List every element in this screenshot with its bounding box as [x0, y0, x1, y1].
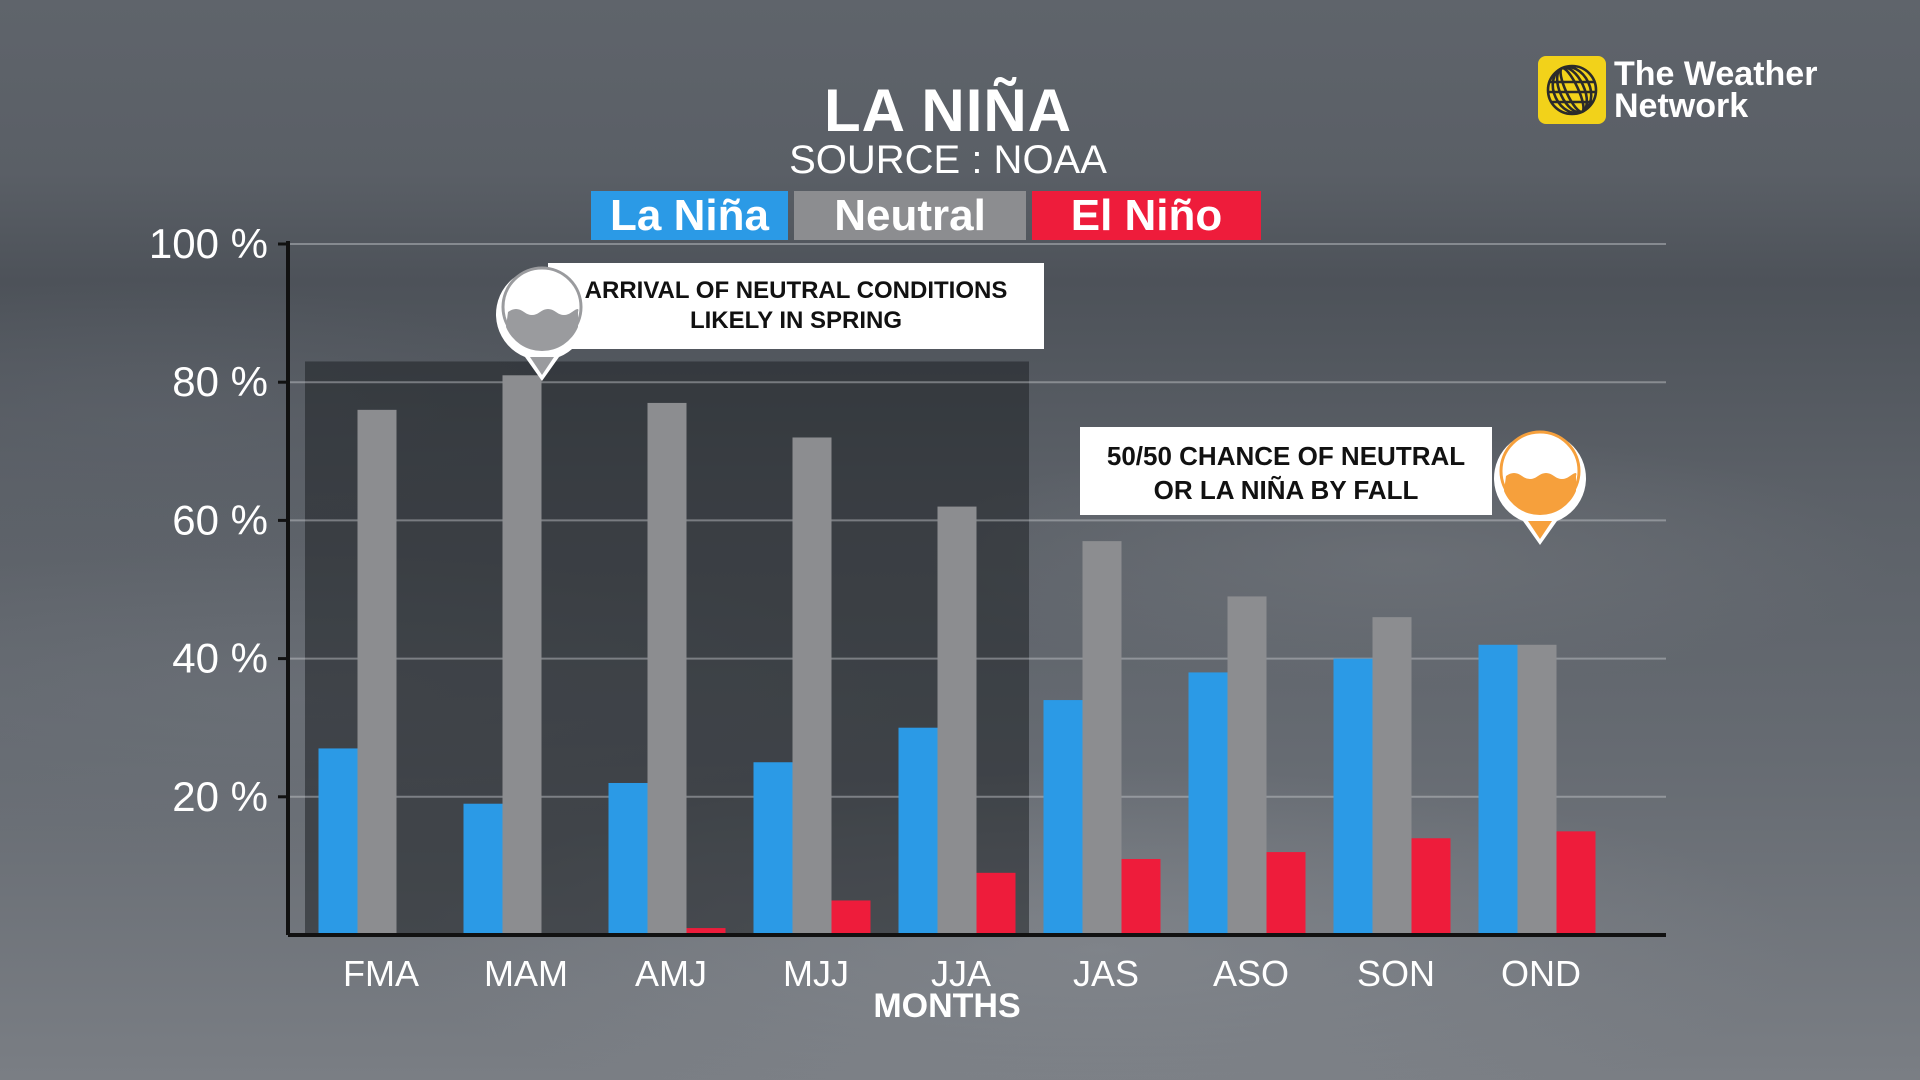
x-tick-label: OND [1501, 953, 1581, 994]
y-tick-label: 100 % [149, 220, 268, 267]
y-tick-label: 60 % [172, 496, 268, 543]
logo-line-1: The Weather [1614, 55, 1818, 93]
bar [318, 748, 358, 935]
bar [753, 762, 793, 935]
bar [1188, 672, 1228, 935]
bar [1121, 858, 1161, 935]
x-tick-label: JJA [931, 953, 991, 994]
bar [357, 409, 397, 936]
bar [1372, 617, 1412, 935]
water-level-icon [1494, 430, 1586, 545]
bar [1517, 644, 1557, 935]
bar [686, 928, 726, 935]
bar [647, 402, 687, 935]
legend-neutral: Neutral [794, 191, 1026, 240]
bar [1227, 596, 1267, 935]
bar [898, 727, 938, 935]
bar [1556, 831, 1596, 935]
x-tick-label: MAM [484, 953, 568, 994]
x-tick-label: AMJ [635, 953, 707, 994]
bar [1082, 541, 1122, 935]
y-tick-label: 20 % [172, 773, 268, 820]
bar [937, 506, 977, 935]
annotation-fall-line2: OR LA NIÑA BY FALL [1153, 475, 1419, 505]
x-tick-label: FMA [343, 953, 419, 994]
x-tick-label: ASO [1213, 953, 1289, 994]
annotation-spring: ARRIVAL OF NEUTRAL CONDITIONS LIKELY IN … [548, 263, 1044, 349]
brand-logo: The Weather Network [1538, 56, 1817, 124]
x-tick-label: JAS [1073, 953, 1139, 994]
annotation-spring-line1: ARRIVAL OF NEUTRAL CONDITIONS [584, 277, 1008, 304]
bar [1266, 852, 1306, 935]
y-tick-label: 40 % [172, 635, 268, 682]
bar [792, 437, 832, 935]
legend-el-nino: El Niño [1032, 191, 1261, 240]
bar [1478, 644, 1518, 935]
x-axis-title: MONTHS [873, 987, 1020, 1025]
bar [608, 782, 648, 935]
water-level-icon [496, 266, 588, 381]
legend: La Niña Neutral El Niño [591, 191, 1267, 240]
x-tick-label: SON [1357, 953, 1435, 994]
chart-title: LA NIÑA [823, 77, 1073, 144]
bar [976, 872, 1016, 935]
bar [1333, 658, 1373, 935]
legend-la-nina: La Niña [591, 191, 788, 240]
bar [502, 375, 542, 935]
logo-line-2: Network [1614, 87, 1749, 125]
annotation-fall: 50/50 CHANCE OF NEUTRAL OR LA NIÑA BY FA… [1080, 427, 1492, 515]
annotation-spring-line2: LIKELY IN SPRING [689, 307, 903, 334]
y-tick-label: 80 % [172, 358, 268, 405]
annotation-fall-line1: 50/50 CHANCE OF NEUTRAL [1106, 441, 1466, 471]
bar [1411, 838, 1451, 935]
x-tick-label: MJJ [783, 953, 849, 994]
chart-source: SOURCE : NOAA [789, 138, 1107, 182]
bar [463, 803, 503, 935]
bar [831, 900, 871, 935]
globe-icon [1538, 56, 1606, 124]
bar [1043, 700, 1083, 935]
